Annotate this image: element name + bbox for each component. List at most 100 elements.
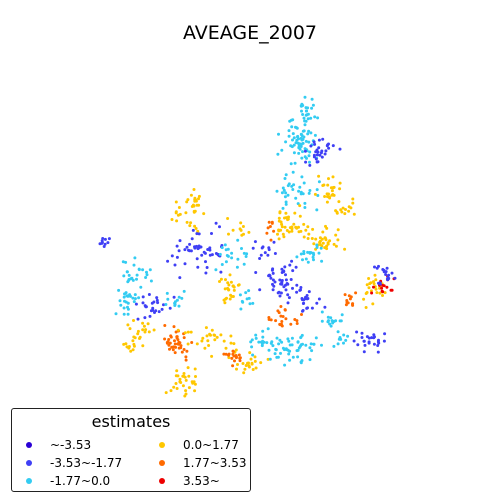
map-point: [306, 106, 310, 110]
map-point: [227, 232, 230, 236]
map-point: [239, 307, 243, 311]
map-point: [251, 246, 255, 250]
map-point: [219, 270, 223, 274]
map-point: [170, 254, 174, 258]
map-point: [144, 305, 148, 309]
map-point: [311, 103, 315, 107]
map-point: [313, 142, 317, 146]
map-point: [311, 251, 315, 255]
map-point: [133, 297, 137, 301]
map-point: [184, 355, 188, 359]
map-point: [283, 363, 287, 367]
map-point: [242, 371, 246, 375]
map-point: [334, 209, 338, 213]
map-point: [271, 278, 275, 282]
map-point: [193, 382, 197, 386]
map-point: [325, 192, 329, 196]
map-point: [284, 202, 288, 206]
map-point: [179, 381, 183, 384]
map-point: [100, 239, 104, 243]
map-point: [299, 252, 303, 256]
map-point: [175, 219, 179, 223]
map-point: [300, 175, 304, 179]
map-point: [169, 334, 173, 338]
map-point: [253, 240, 257, 244]
map-point: [273, 352, 277, 356]
map-point: [344, 303, 348, 307]
map-point: [129, 294, 132, 298]
map-point: [172, 295, 176, 299]
map-point: [363, 343, 367, 347]
map-point: [193, 224, 197, 228]
map-point: [342, 333, 346, 337]
map-point: [344, 338, 348, 342]
map-point: [326, 183, 330, 187]
legend-entry: ~-3.53: [26, 438, 91, 452]
map-point: [245, 252, 249, 256]
legend-entry: 0.0~1.77: [159, 438, 239, 452]
map-point: [207, 344, 211, 347]
map-point: [164, 391, 168, 395]
map-point: [300, 133, 304, 137]
map-point: [304, 160, 308, 164]
map-point: [286, 184, 290, 188]
map-point: [132, 342, 136, 346]
map-point: [182, 348, 186, 351]
map-point: [174, 330, 178, 334]
map-point: [298, 214, 302, 218]
map-point: [312, 140, 316, 144]
map-point: [144, 328, 148, 332]
map-point: [131, 339, 135, 343]
map-point: [372, 342, 376, 346]
map-point: [332, 242, 336, 246]
map-point: [189, 221, 193, 225]
map-point: [183, 331, 187, 335]
map-point: [277, 132, 280, 136]
map-point: [297, 189, 301, 193]
map-point: [373, 265, 376, 269]
map-point: [381, 290, 385, 294]
map-point: [143, 316, 147, 320]
map-point: [231, 228, 235, 232]
map-point: [141, 328, 145, 332]
map-point: [129, 349, 133, 353]
map-point: [314, 237, 318, 241]
map-point: [174, 200, 178, 204]
map-point: [192, 188, 196, 191]
map-point: [283, 195, 287, 199]
map-point: [282, 285, 286, 289]
map-point: [246, 361, 249, 365]
map-point: [172, 385, 176, 389]
map-point: [291, 170, 295, 174]
map-point: [124, 342, 128, 346]
map-point: [316, 150, 320, 154]
map-point: [279, 228, 283, 232]
map-point: [241, 225, 245, 228]
map-point: [295, 226, 299, 230]
map-point: [266, 253, 270, 257]
map-point: [305, 156, 308, 160]
map-point: [231, 364, 235, 368]
map-point: [337, 200, 341, 204]
map-point: [183, 248, 187, 252]
map-point: [260, 342, 264, 346]
map-point: [278, 338, 282, 342]
map-point: [128, 327, 132, 331]
map-point: [296, 134, 300, 138]
map-point: [287, 215, 290, 219]
map-point: [330, 189, 334, 193]
map-point: [310, 106, 314, 110]
map-point: [278, 294, 282, 298]
map-point: [301, 137, 305, 141]
map-point: [320, 319, 324, 323]
map-point: [266, 327, 270, 331]
map-point: [295, 322, 299, 325]
map-point: [259, 361, 263, 365]
map-point: [248, 302, 252, 306]
map-point: [224, 260, 228, 264]
map-point: [309, 144, 313, 148]
map-point: [228, 273, 232, 277]
map-point: [197, 197, 200, 201]
map-point: [261, 245, 265, 249]
map-point: [291, 355, 295, 359]
